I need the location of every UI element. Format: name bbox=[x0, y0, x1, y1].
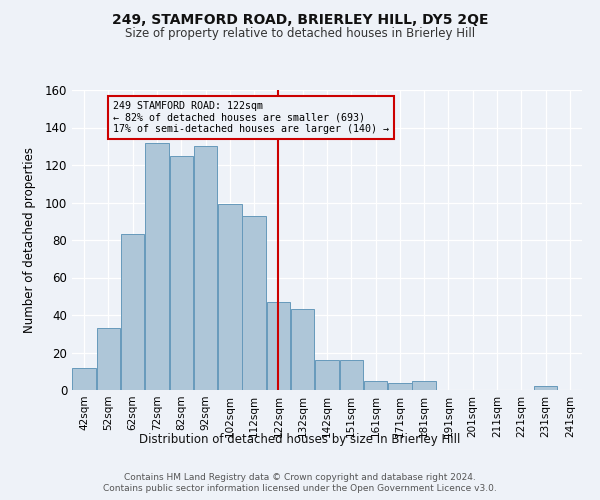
Bar bbox=[218, 204, 242, 390]
Bar bbox=[364, 380, 388, 390]
Text: 249, STAMFORD ROAD, BRIERLEY HILL, DY5 2QE: 249, STAMFORD ROAD, BRIERLEY HILL, DY5 2… bbox=[112, 12, 488, 26]
Bar bbox=[266, 302, 290, 390]
Text: 249 STAMFORD ROAD: 122sqm
← 82% of detached houses are smaller (693)
17% of semi: 249 STAMFORD ROAD: 122sqm ← 82% of detac… bbox=[113, 101, 389, 134]
Bar bbox=[170, 156, 193, 390]
Text: Contains public sector information licensed under the Open Government Licence v3: Contains public sector information licen… bbox=[103, 484, 497, 493]
Bar bbox=[388, 382, 412, 390]
Bar bbox=[97, 328, 120, 390]
Bar bbox=[291, 310, 314, 390]
Text: Contains HM Land Registry data © Crown copyright and database right 2024.: Contains HM Land Registry data © Crown c… bbox=[124, 472, 476, 482]
Bar bbox=[242, 216, 266, 390]
Y-axis label: Number of detached properties: Number of detached properties bbox=[23, 147, 37, 333]
Bar bbox=[412, 380, 436, 390]
Bar bbox=[315, 360, 339, 390]
Bar bbox=[145, 142, 169, 390]
Bar bbox=[121, 234, 145, 390]
Bar bbox=[73, 368, 96, 390]
Text: Distribution of detached houses by size in Brierley Hill: Distribution of detached houses by size … bbox=[139, 432, 461, 446]
Bar bbox=[534, 386, 557, 390]
Text: Size of property relative to detached houses in Brierley Hill: Size of property relative to detached ho… bbox=[125, 28, 475, 40]
Bar bbox=[340, 360, 363, 390]
Bar bbox=[194, 146, 217, 390]
